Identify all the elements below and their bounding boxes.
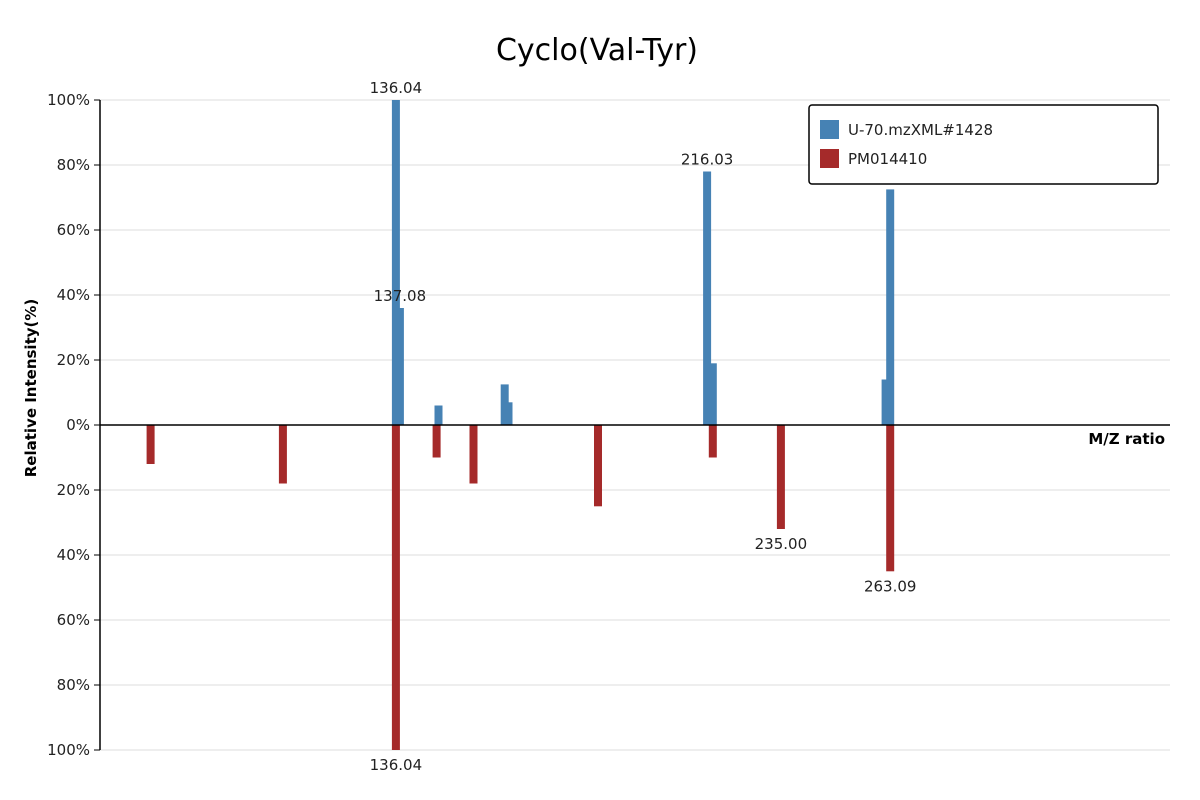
peak-bars	[146, 100, 895, 750]
y-tick-label: 100%	[47, 741, 90, 759]
reference-peak-label: 263.09	[864, 577, 917, 595]
reference-peak-bar	[776, 425, 785, 529]
reference-peak-label: 136.04	[370, 756, 423, 774]
sample-peak-bar	[703, 171, 712, 425]
y-tick-label: 0%	[66, 416, 90, 434]
sample-peak-label: 136.04	[370, 79, 423, 97]
reference-peak-bar	[278, 425, 287, 484]
y-axis-label: Relative Intensity(%)	[22, 299, 40, 478]
y-tick-label: 100%	[47, 91, 90, 109]
sample-peak-bar	[395, 308, 404, 425]
legend-swatch-reference	[820, 149, 839, 168]
legend-label-reference: PM014410	[848, 150, 927, 168]
peak-labels: 136.04 137.08 216.03 136.04 235.00 263.09	[370, 79, 917, 774]
legend-swatch-sample	[820, 120, 839, 139]
sample-peak-label: 137.08	[374, 287, 427, 305]
sample-peak-bar	[504, 402, 513, 426]
reference-peak-bar	[432, 425, 441, 458]
sample-peak-bar	[434, 405, 443, 425]
sample-peak-bar	[886, 189, 895, 425]
sample-peak-label: 216.03	[681, 151, 734, 169]
legend-label-sample: U-70.mzXML#1428	[848, 121, 993, 139]
sample-peak-bar	[881, 379, 890, 425]
x-axis-label: M/Z ratio	[1088, 430, 1165, 448]
chart-title: Cyclo(Val-Tyr)	[496, 33, 698, 68]
y-tick-label: 80%	[57, 676, 90, 694]
reference-peak-bar	[391, 425, 400, 750]
y-tick-label: 20%	[57, 351, 90, 369]
legend-box	[808, 104, 1159, 185]
legend: U-70.mzXML#1428 PM014410	[808, 104, 1159, 185]
y-tick-label: 60%	[57, 221, 90, 239]
y-tick-label: 20%	[57, 481, 90, 499]
y-tick-label: 80%	[57, 156, 90, 174]
reference-peak-bar	[594, 425, 602, 507]
reference-peak-bar	[146, 425, 155, 464]
y-tick-label: 40%	[57, 286, 90, 304]
sample-peak-bar	[708, 363, 717, 426]
sample-peak-bar	[391, 100, 400, 425]
reference-peak-bar	[708, 425, 717, 458]
y-tick-label: 40%	[57, 546, 90, 564]
y-tick-label: 60%	[57, 611, 90, 629]
y-axis-ticks: 100% 80% 60% 40% 20% 0% 20% 40% 60% 80% 100%	[47, 91, 100, 759]
reference-peak-bar	[469, 425, 478, 484]
reference-peak-bar	[886, 425, 895, 572]
reference-peak-label: 235.00	[755, 535, 808, 553]
